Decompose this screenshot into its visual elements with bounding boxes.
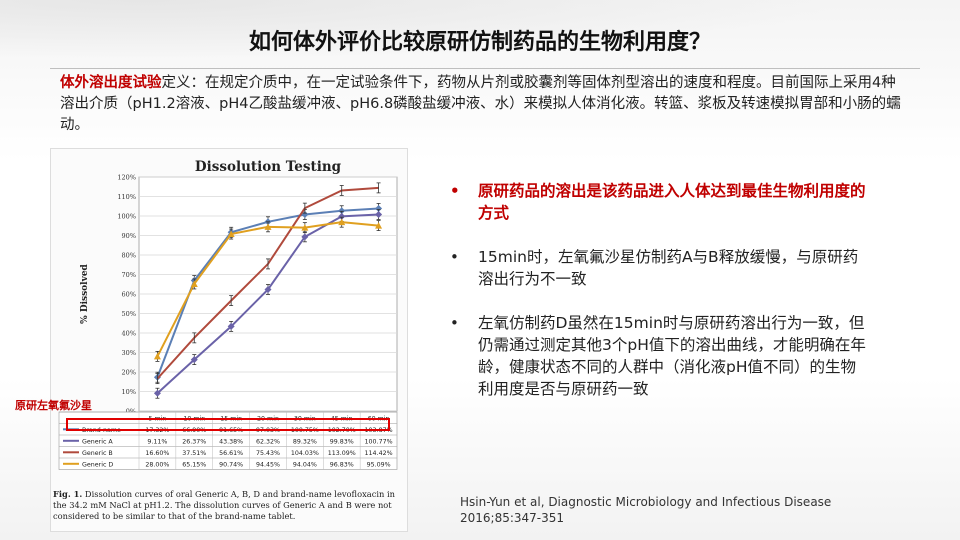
data-point [153,352,161,360]
y-axis-label: % Dissolved [80,263,90,323]
key-point-text: 左氧仿制药D虽然在15min时与原研药溶出行为一致，但仍需通过测定其他3个pH值… [478,314,866,398]
bullet-icon: • [450,248,459,266]
data-label: 104.03% [291,450,319,457]
data-label: 96.83% [330,462,354,469]
data-point [338,218,346,226]
data-point [153,389,161,397]
y-tick-label: 110% [117,193,136,201]
data-point [190,280,198,287]
y-tick-label: 80% [122,252,136,260]
figure-caption-text: Dissolution curves of oral Generic A, B,… [53,489,395,521]
y-tick-label: 30% [122,349,136,357]
data-label: 94.45% [256,462,280,469]
definition-paragraph: 体外溶出度试验定义：在规定介质中，在一定试验条件下，药物从片剂或胶囊剂等固体剂型… [60,73,910,136]
y-tick-label: 100% [117,213,136,221]
data-label: 94.04% [293,462,317,469]
data-point [227,230,235,238]
data-point [301,224,309,231]
key-points-list: • 原研药品的溶出是该药品进入人体达到最佳生物利用度的方式 • 15min时，左氧氟… [450,180,870,422]
data-label: 89.32% [293,439,317,446]
data-label: 37.51% [182,450,206,457]
slide-title: 如何体外评价比较原研仿制药品的生物利用度？ [248,30,711,55]
dissolution-chart: Dissolution Testing 0% 10% 20% 30% 40% 50% 60% 7… [58,159,398,470]
data-point [338,212,346,220]
data-label: 62.32% [256,439,280,446]
data-label: 9.11% [147,439,167,446]
bullet-icon: • [450,314,459,332]
key-point-text: 15min时，左氧氟沙星仿制药A与B释放缓慢，与原研药溶出行为不一致 [478,248,859,288]
figure-caption: Fig. 1. Dissolution curves of oral Gener… [51,489,407,522]
data-point [375,222,383,229]
data-label: 16.60% [145,450,169,457]
data-label: 113.09% [328,450,356,457]
data-label: 26.37% [182,439,206,446]
chart-title: Dissolution Testing [195,159,342,175]
data-label: 95.09% [367,462,391,469]
data-label: 28.00% [145,462,169,469]
legend-entry: Generic B [82,450,113,457]
y-tick-label: 60% [122,291,136,299]
data-label: 65.15% [182,462,206,469]
data-label: 114.42% [365,450,393,457]
key-point-text: 原研药品的溶出是该药品进入人体达到最佳生物利用度的方式 [478,182,866,222]
data-point [301,233,309,241]
data-point [190,356,198,364]
title-divider [50,68,920,69]
y-tick-label: 0% [126,408,136,416]
legend-entry: Generic A [82,439,113,446]
key-point: • 左氧仿制药D虽然在15min时与原研药溶出行为一致，但仍需通过测定其他3个pH… [450,312,870,400]
data-point [264,223,272,230]
data-point [264,285,272,293]
data-point [338,207,346,215]
data-label: 56.61% [219,450,243,457]
data-label: 75.43% [256,450,280,457]
figure-caption-label: Fig. 1. [53,489,83,499]
definition-body: 定义：在规定介质中，在一定试验条件下，药物从片剂或胶囊剂等固体剂型溶出的速度和程… [60,75,901,133]
citation: Hsin-Yun et al, Diagnostic Microbiology … [460,495,832,525]
y-tick-label: 120% [117,174,136,182]
key-point: • 15min时，左氧氟沙星仿制药A与B释放缓慢，与原研药溶出行为不一致 [450,246,870,290]
data-point [375,210,383,218]
y-tick-label: 40% [122,330,136,338]
y-tick-label: 50% [122,310,136,318]
data-label: 90.74% [219,462,243,469]
definition-term: 体外溶出度试验 [60,75,162,91]
dissolution-figure: Dissolution Testing 0% 10% 20% 30% 40% 50% 60% 7… [50,148,408,532]
bullet-icon: • [450,182,460,200]
y-tick-label: 70% [122,271,136,279]
brand-name-callout: 原研左氧氟沙星 [15,399,92,412]
data-point [375,204,383,212]
brand-name-row-highlight [66,418,390,431]
y-tick-label: 10% [122,388,136,396]
data-label: 43.38% [219,439,243,446]
data-label: 99.83% [330,439,354,446]
key-point: • 原研药品的溶出是该药品进入人体达到最佳生物利用度的方式 [450,180,870,224]
data-point [227,322,235,330]
y-tick-label: 20% [122,369,136,377]
y-tick-label: 90% [122,232,136,240]
header-decoration [0,0,960,70]
legend-entry: Generic D [82,462,113,469]
data-label: 100.77% [365,439,393,446]
